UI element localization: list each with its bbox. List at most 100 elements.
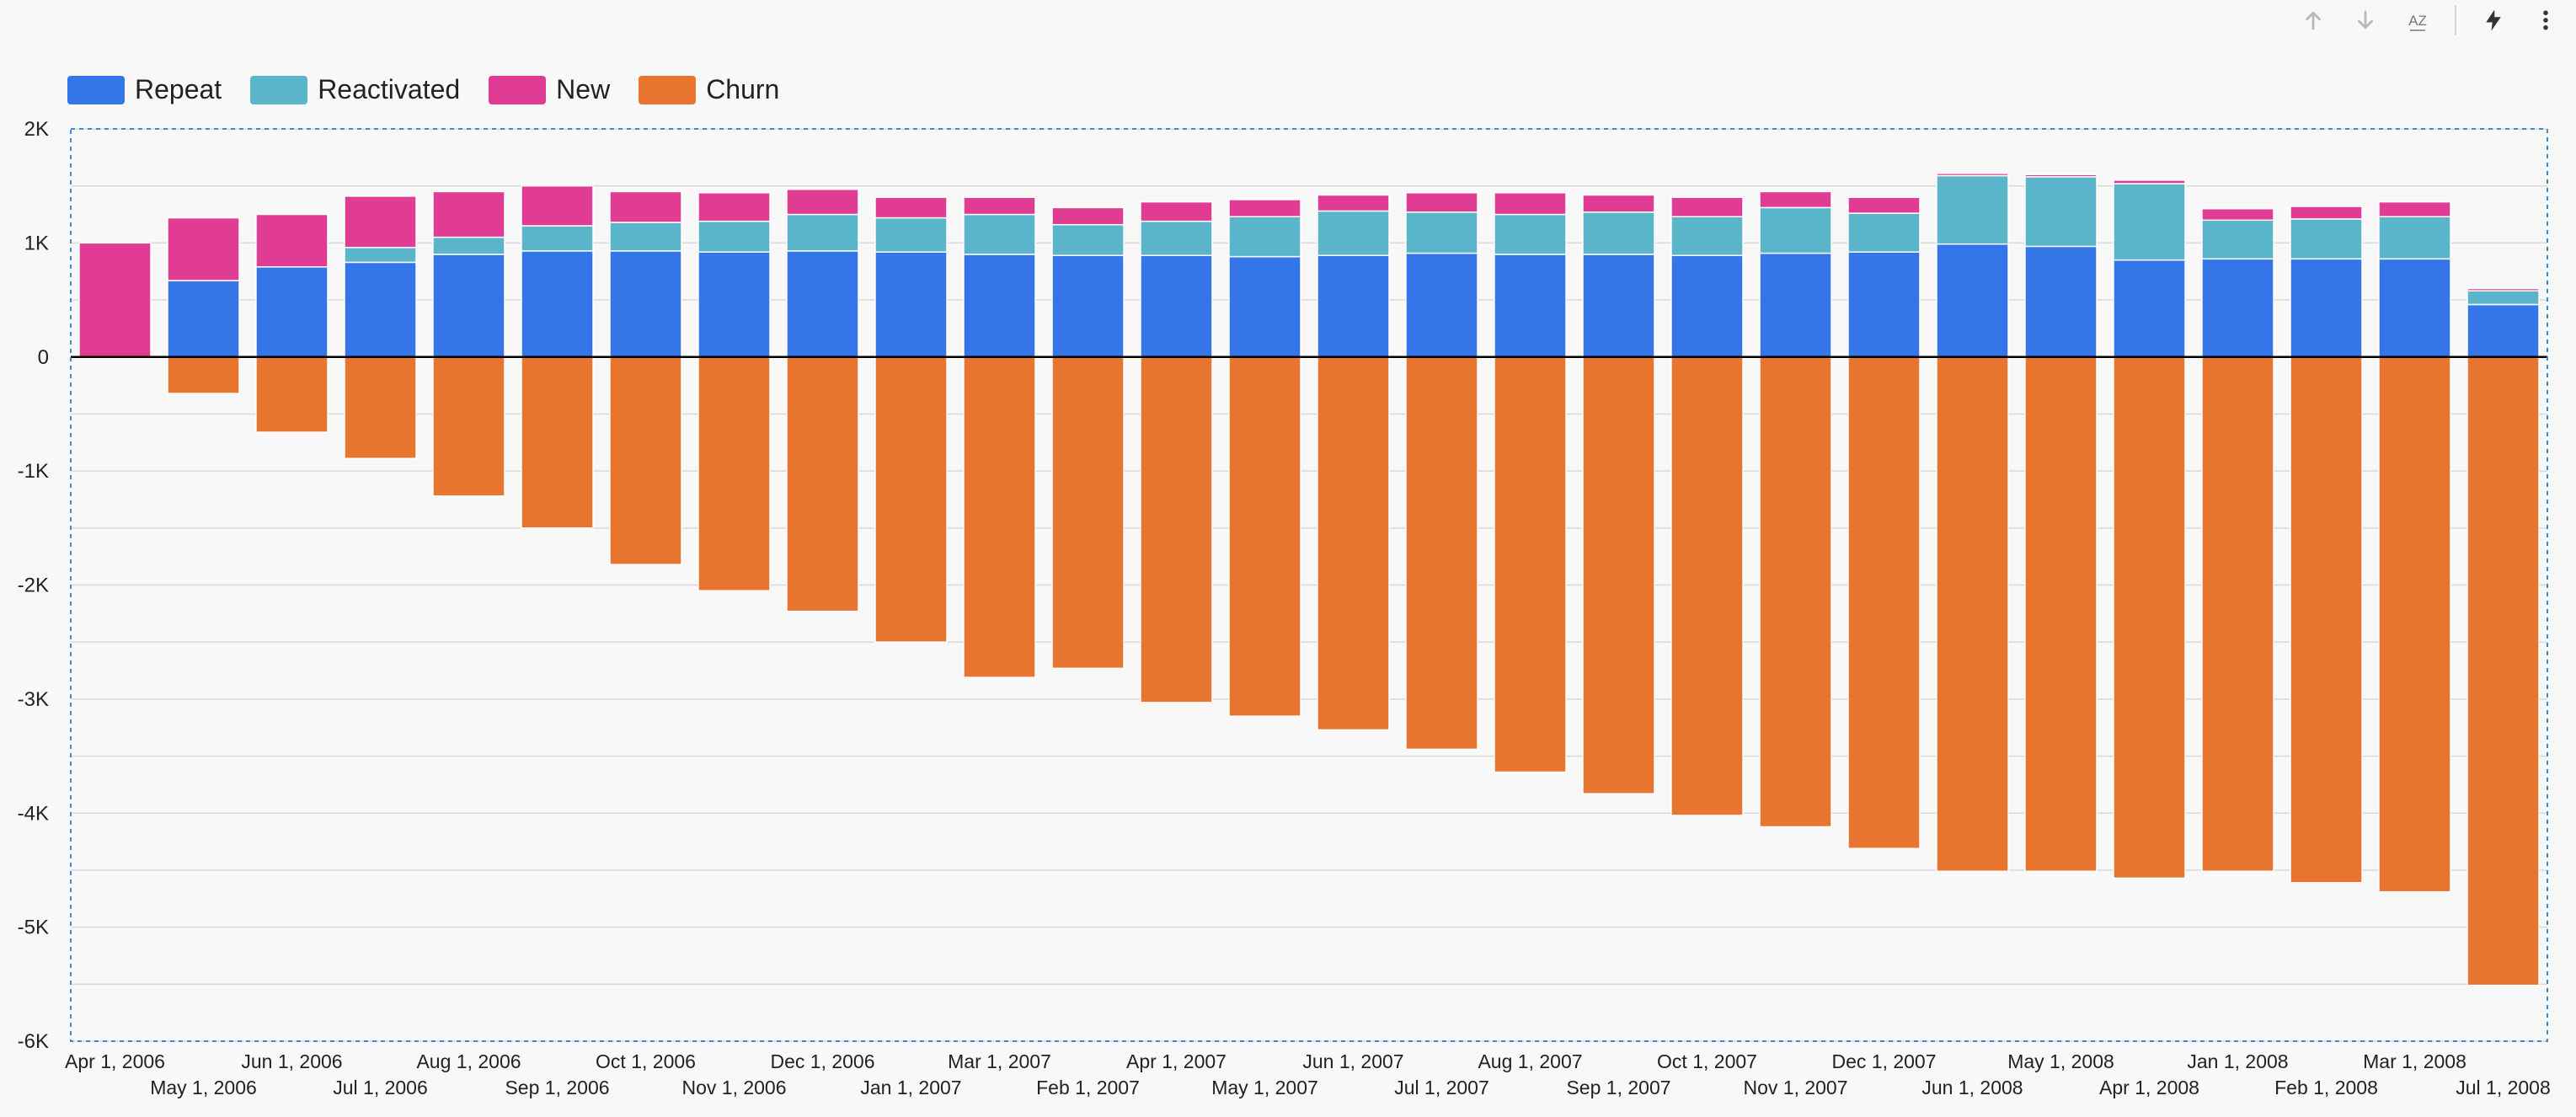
bar-churn[interactable]	[1582, 356, 1655, 794]
bar-new[interactable]	[2024, 174, 2098, 178]
bar-churn[interactable]	[1228, 356, 1301, 717]
bar-reactivated[interactable]	[1582, 211, 1655, 255]
bar-repeat[interactable]	[963, 254, 1036, 358]
bar-churn[interactable]	[521, 356, 594, 529]
bar-repeat[interactable]	[1051, 254, 1125, 358]
bar-repeat[interactable]	[2466, 303, 2540, 358]
bar-churn[interactable]	[1759, 356, 1832, 828]
bar-new[interactable]	[1759, 190, 1832, 209]
bar-churn[interactable]	[609, 356, 682, 565]
bar-repeat[interactable]	[786, 250, 859, 358]
bar-repeat[interactable]	[1759, 252, 1832, 358]
bar-reactivated[interactable]	[1140, 220, 1213, 257]
bar-churn[interactable]	[2466, 356, 2540, 986]
bar-churn[interactable]	[1405, 356, 1478, 751]
bar-new[interactable]	[78, 242, 152, 358]
bar-repeat[interactable]	[344, 261, 417, 358]
bar-churn[interactable]	[2290, 356, 2363, 884]
bar-churn[interactable]	[432, 356, 505, 497]
bar-new[interactable]	[2466, 287, 2540, 291]
bar-reactivated[interactable]	[1494, 213, 1567, 255]
bar-new[interactable]	[344, 195, 417, 249]
bar-new[interactable]	[1317, 194, 1390, 212]
bar-new[interactable]	[1936, 173, 2009, 177]
bar-churn[interactable]	[963, 356, 1036, 678]
sort-ascending-button[interactable]	[2293, 0, 2333, 40]
bar-repeat[interactable]	[1405, 252, 1478, 358]
bar-churn[interactable]	[697, 356, 771, 592]
bar-reactivated[interactable]	[1317, 210, 1390, 257]
bar-repeat[interactable]	[2290, 258, 2363, 358]
bar-reactivated[interactable]	[2466, 290, 2540, 306]
bar-reactivated[interactable]	[697, 220, 771, 253]
bar-reactivated[interactable]	[1670, 216, 1744, 257]
legend-item-reactivated[interactable]: Reactivated	[250, 74, 460, 105]
bar-reactivated[interactable]	[1228, 216, 1301, 258]
bar-repeat[interactable]	[874, 251, 948, 358]
legend-item-new[interactable]: New	[489, 74, 610, 105]
bar-new[interactable]	[963, 196, 1036, 216]
bar-new[interactable]	[874, 196, 948, 219]
bar-new[interactable]	[1494, 192, 1567, 216]
bar-new[interactable]	[697, 192, 771, 222]
bar-new[interactable]	[521, 184, 594, 227]
bar-churn[interactable]	[2024, 356, 2098, 873]
bar-repeat[interactable]	[1494, 254, 1567, 358]
bar-churn[interactable]	[1670, 356, 1744, 816]
bar-reactivated[interactable]	[609, 222, 682, 252]
sort-descending-button[interactable]	[2345, 0, 2386, 40]
bar-churn[interactable]	[2378, 356, 2451, 893]
bar-new[interactable]	[167, 216, 240, 281]
bar-repeat[interactable]	[2024, 245, 2098, 358]
bar-reactivated[interactable]	[1405, 211, 1478, 254]
bar-repeat[interactable]	[1847, 251, 1921, 358]
bar-repeat[interactable]	[1140, 254, 1213, 358]
bar-repeat[interactable]	[1582, 254, 1655, 358]
bar-new[interactable]	[2201, 208, 2274, 222]
bar-repeat[interactable]	[1670, 254, 1744, 358]
more-options-button[interactable]	[2525, 0, 2566, 40]
bar-reactivated[interactable]	[2113, 183, 2186, 261]
bar-new[interactable]	[1228, 199, 1301, 217]
bar-churn[interactable]	[1847, 356, 1921, 849]
bar-reactivated[interactable]	[2290, 218, 2363, 260]
bar-new[interactable]	[2290, 206, 2363, 220]
bar-repeat[interactable]	[167, 280, 240, 358]
bar-repeat[interactable]	[255, 266, 329, 358]
bar-reactivated[interactable]	[1759, 206, 1832, 254]
sort-az-button[interactable]: AZ	[2397, 0, 2438, 40]
bar-churn[interactable]	[255, 356, 329, 433]
bar-churn[interactable]	[1051, 356, 1125, 670]
plot-selection-frame[interactable]	[70, 128, 2548, 1042]
bar-repeat[interactable]	[432, 254, 505, 358]
bar-new[interactable]	[1405, 192, 1478, 213]
bar-reactivated[interactable]	[786, 213, 859, 252]
bar-new[interactable]	[2378, 200, 2451, 217]
bar-churn[interactable]	[2113, 356, 2186, 879]
bar-repeat[interactable]	[1936, 243, 2009, 358]
bar-reactivated[interactable]	[1847, 212, 1921, 253]
bar-repeat[interactable]	[2201, 258, 2274, 358]
bar-churn[interactable]	[1936, 356, 2009, 873]
bar-churn[interactable]	[786, 356, 859, 612]
bar-churn[interactable]	[2201, 356, 2274, 873]
bar-repeat[interactable]	[2113, 259, 2186, 358]
bar-new[interactable]	[1670, 196, 1744, 217]
bar-new[interactable]	[1847, 196, 1921, 214]
bar-repeat[interactable]	[697, 251, 771, 358]
legend-item-repeat[interactable]: Repeat	[67, 74, 222, 105]
bar-churn[interactable]	[167, 356, 240, 394]
legend-item-churn[interactable]: Churn	[639, 74, 779, 105]
bar-reactivated[interactable]	[1936, 174, 2009, 245]
bar-repeat[interactable]	[1228, 255, 1301, 358]
bar-new[interactable]	[1140, 200, 1213, 222]
bar-new[interactable]	[609, 190, 682, 223]
bar-churn[interactable]	[1140, 356, 1213, 703]
bar-reactivated[interactable]	[963, 213, 1036, 255]
bar-churn[interactable]	[344, 356, 417, 459]
bar-new[interactable]	[1051, 206, 1125, 226]
bar-reactivated[interactable]	[2378, 216, 2451, 260]
bar-new[interactable]	[432, 190, 505, 238]
bar-new[interactable]	[1582, 194, 1655, 213]
bar-repeat[interactable]	[521, 250, 594, 358]
